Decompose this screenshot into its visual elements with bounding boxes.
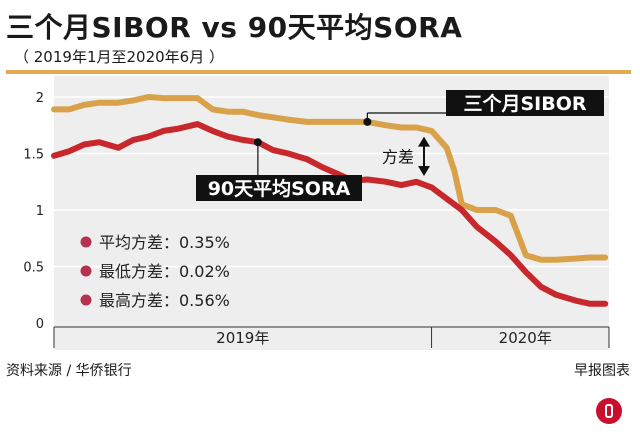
spread-arrow-head	[418, 166, 430, 177]
zaobao-logo-icon	[596, 398, 622, 424]
sibor-series-label: 三个月SIBOR	[463, 93, 586, 115]
title-divider	[6, 70, 631, 74]
sibor-label-box	[446, 90, 604, 116]
chart-title: 三个月SIBOR vs 90天平均SORA	[6, 11, 463, 44]
y-tick-label: 0.5	[23, 261, 44, 276]
x-axis: 2019年 2020年	[53, 326, 610, 348]
stats-label: 最高方差：0.56%	[99, 291, 230, 310]
y-tick-label: 0	[36, 317, 44, 332]
sora-line	[51, 121, 609, 307]
source-note: 资料来源 / 华侨银行	[6, 363, 132, 379]
stats-legend: 平均方差：0.35% 最低方差：0.02% 最高方差：0.56%	[80, 233, 230, 310]
stats-bullet	[80, 294, 92, 306]
stats-label: 最低方差：0.02%	[99, 262, 230, 281]
y-tick-label: 1.5	[23, 148, 44, 163]
line-chart: 0 0.5 1 1.5 2 2019年 2020年 三个月SIBOR 90天平均SORA 方差…	[23, 76, 610, 350]
sora-series-label: 90天平均SORA	[208, 177, 351, 200]
x-tick-label: 2020年	[499, 329, 552, 347]
stats-bullet	[80, 236, 92, 248]
series-lines	[51, 94, 609, 307]
spread-arrow-head	[418, 136, 430, 147]
stats-label: 平均方差：0.35%	[99, 233, 230, 252]
sibor-label-dot	[363, 117, 372, 126]
y-tick-label: 1	[36, 204, 44, 219]
x-tick-label: 2019年	[216, 329, 269, 347]
sora-label-dot	[253, 138, 262, 147]
sibor-line	[51, 94, 609, 263]
y-axis-ticks: 0 0.5 1 1.5 2	[23, 91, 44, 332]
chart-subtitle: （ 2019年1月至2020年6月 ）	[14, 48, 224, 66]
spread-annotation: 方差	[382, 147, 414, 166]
annotations: 三个月SIBOR 90天平均SORA 方差	[196, 90, 604, 201]
sora-label-box	[196, 175, 362, 201]
y-tick-label: 2	[36, 91, 44, 106]
graphic-credit: 早报图表	[574, 363, 630, 379]
stats-bullet	[80, 265, 92, 277]
